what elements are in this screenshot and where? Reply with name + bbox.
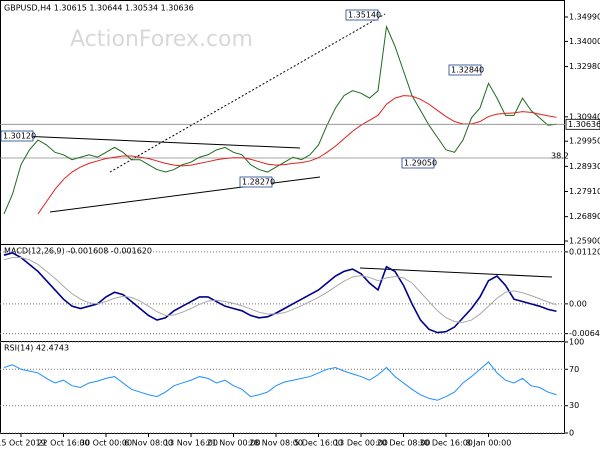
x-tick-label: 8 Jan 00:00 bbox=[466, 439, 512, 448]
x-tick-label: 28 Nov 08:00 bbox=[249, 439, 303, 448]
annotation: 1.30120 bbox=[3, 132, 36, 141]
y-tick-label: 1.34990 bbox=[569, 13, 600, 22]
x-tick-label: 21 Nov 00:00 bbox=[207, 439, 261, 448]
current-price-label: 1.30636 bbox=[568, 120, 600, 129]
y-tick-label: 100 bbox=[569, 338, 584, 347]
trendline bbox=[19, 135, 301, 149]
y-tick-label: 1.34000 bbox=[569, 37, 600, 46]
series-line bbox=[37, 95, 557, 215]
x-tick-label: 15 Oct 2019 bbox=[0, 439, 46, 448]
y-tick-label: 70 bbox=[569, 365, 579, 374]
annotation-box bbox=[0, 130, 34, 142]
chart-title: GBPUSD,H4 1.30615 1.30644 1.30534 1.3063… bbox=[4, 4, 194, 13]
y-tick-label: 1.27910 bbox=[569, 187, 600, 196]
y-tick-label: 1.26890 bbox=[569, 212, 600, 221]
annotation: 1.35140 bbox=[348, 11, 381, 20]
trendline bbox=[49, 176, 321, 213]
y-tick-label: 1.25900 bbox=[569, 237, 600, 246]
x-tick-label: 5 Dec 16:00 bbox=[294, 439, 343, 448]
x-tick-label: 20 Dec 08:00 bbox=[377, 439, 431, 448]
x-tick-label: 22 Oct 16:00 bbox=[37, 439, 89, 448]
series-line bbox=[3, 257, 557, 323]
series-line bbox=[3, 252, 557, 334]
y-tick-label: 0.011209 bbox=[569, 247, 600, 256]
current-price-box bbox=[565, 118, 600, 130]
annotation-box bbox=[345, 9, 379, 21]
rsi-title: RSI(14) 42.4743 bbox=[4, 344, 69, 353]
y-tick-label: 0.00 bbox=[569, 299, 587, 308]
trendline bbox=[109, 13, 386, 173]
y-tick-label: 30 bbox=[569, 401, 579, 410]
y-tick-label: 1.30940 bbox=[569, 112, 600, 121]
y-tick-label: 1.28930 bbox=[569, 162, 600, 171]
macd-title: MACD(12,26,9) -0.001608 -0.001620 bbox=[4, 247, 152, 256]
y-tick-label: 1.32980 bbox=[569, 62, 600, 71]
annotation: 38.2 bbox=[551, 152, 569, 161]
annotation: 1.32840 bbox=[451, 66, 484, 75]
y-tick-label: -0.00642 bbox=[569, 329, 600, 338]
y-tick-label: 0 bbox=[569, 429, 574, 438]
x-tick-label: 6 Nov 08:00 bbox=[124, 439, 173, 448]
x-tick-label: 13 Nov 16:00 bbox=[164, 439, 218, 448]
annotation-box bbox=[448, 64, 482, 76]
watermark: ActionForex.com bbox=[70, 27, 253, 52]
annotation: 1.28270 bbox=[242, 178, 275, 187]
y-tick-label: 1.29950 bbox=[569, 137, 600, 146]
annotation-box bbox=[401, 157, 435, 169]
annotation: 1.29050 bbox=[404, 159, 437, 168]
annotation-box bbox=[239, 176, 273, 188]
x-tick-label: 13 Dec 00:00 bbox=[334, 439, 388, 448]
series-line bbox=[3, 361, 557, 401]
series-line bbox=[3, 24, 557, 215]
x-tick-label: 30 Dec 16:00 bbox=[419, 439, 473, 448]
x-tick-label: 30 Oct 00:00 bbox=[80, 439, 132, 448]
trendline bbox=[359, 267, 553, 278]
